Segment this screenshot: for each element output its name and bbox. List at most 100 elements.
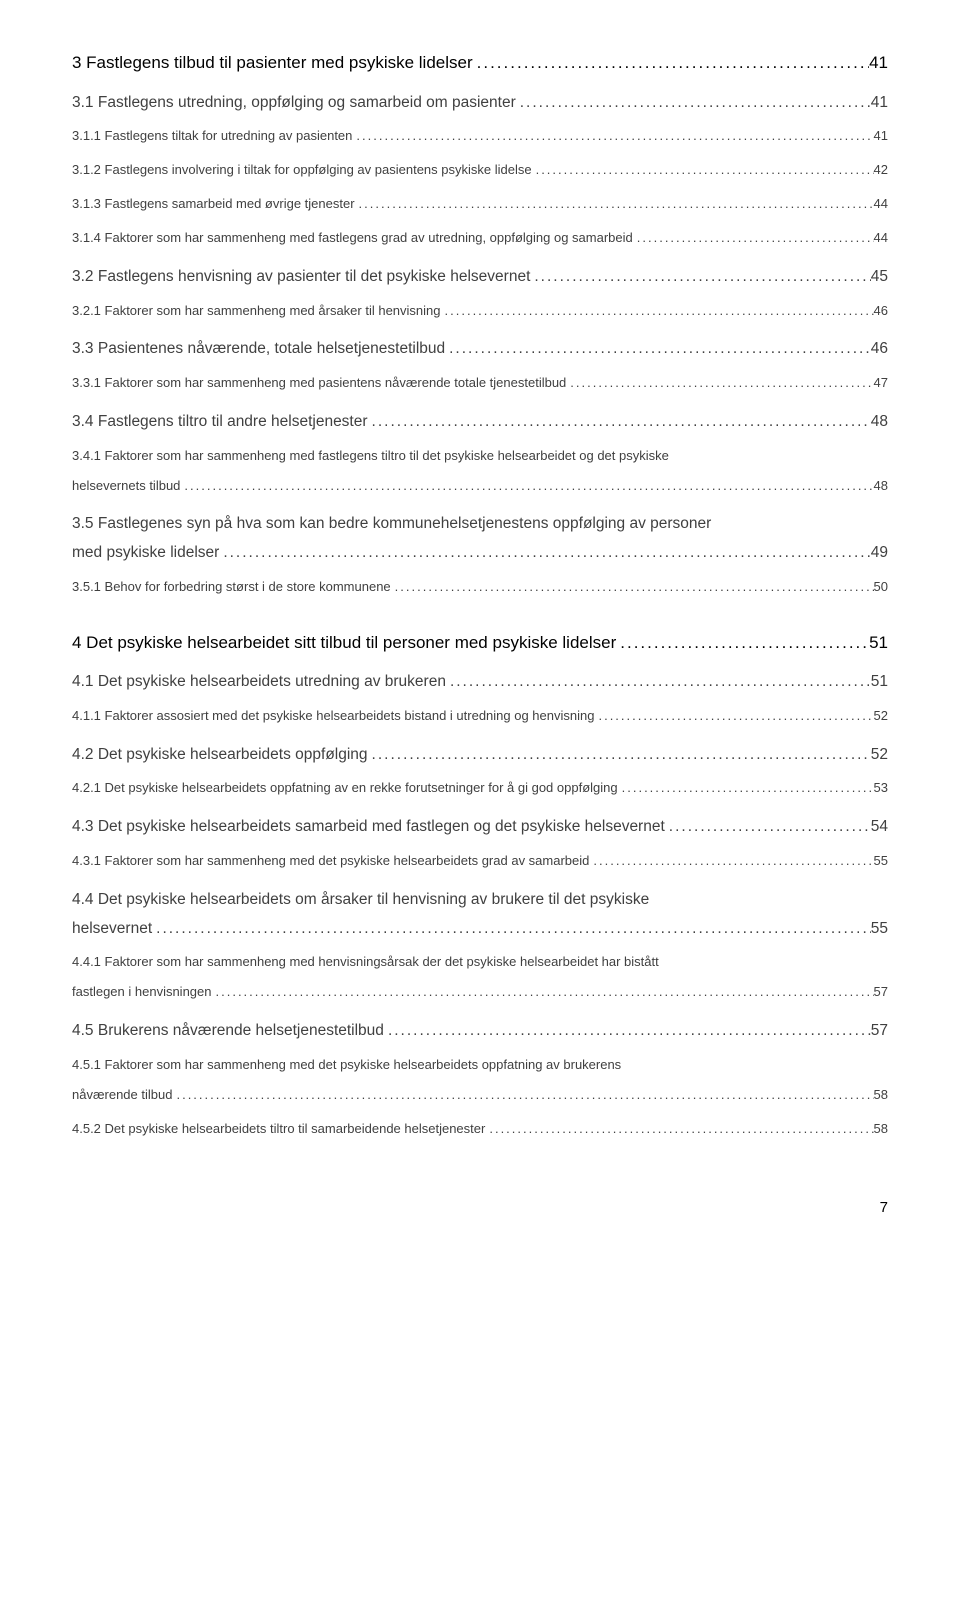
toc-leader bbox=[445, 335, 871, 364]
toc-label: 3.2 Fastlegens henvisning av pasienter t… bbox=[72, 263, 530, 292]
toc-entry: 4.2.1 Det psykiske helsearbeidets oppfat… bbox=[72, 773, 888, 803]
toc-page: 42 bbox=[874, 155, 888, 185]
toc-page: 41 bbox=[871, 89, 888, 118]
toc-label: 3.2.1 Faktorer som har sammenheng med år… bbox=[72, 296, 441, 326]
toc-leader bbox=[633, 223, 874, 253]
toc-label: 3.4.1 Faktorer som har sammenheng med fa… bbox=[72, 441, 888, 471]
toc-label: med psykiske lidelser bbox=[72, 539, 219, 568]
toc-leader bbox=[532, 155, 874, 185]
toc-leader bbox=[391, 572, 874, 602]
toc-label: 4.1 Det psykiske helsearbeidets utrednin… bbox=[72, 668, 446, 697]
toc-entry: 3.1 Fastlegens utredning, oppfølging og … bbox=[72, 89, 888, 118]
toc-page: 55 bbox=[874, 846, 888, 876]
toc-label: 3.1.2 Fastlegens involvering i tiltak fo… bbox=[72, 155, 532, 185]
toc-page: 49 bbox=[871, 539, 888, 568]
toc-entry: 3.5.1 Behov for forbedring størst i de s… bbox=[72, 572, 888, 602]
toc-leader bbox=[473, 48, 869, 79]
toc-label: 3.1 Fastlegens utredning, oppfølging og … bbox=[72, 89, 516, 118]
toc-page: 45 bbox=[871, 263, 888, 292]
toc-page: 44 bbox=[874, 223, 888, 253]
toc-entry: 3.4.1 Faktorer som har sammenheng med fa… bbox=[72, 441, 888, 501]
toc-entry: 4.4 Det psykiske helsearbeidets om årsak… bbox=[72, 886, 888, 943]
toc-entry: 3.1.1 Fastlegens tiltak for utredning av… bbox=[72, 121, 888, 151]
toc-label: 3.3 Pasientenes nåværende, totale helset… bbox=[72, 335, 445, 364]
toc-leader bbox=[441, 296, 874, 326]
toc-label: 3.3.1 Faktorer som har sammenheng med pa… bbox=[72, 368, 566, 398]
toc-leader bbox=[618, 773, 874, 803]
toc-label: 4.5.2 Det psykiske helsearbeidets tiltro… bbox=[72, 1114, 485, 1144]
toc-page: 47 bbox=[874, 368, 888, 398]
page-number: 7 bbox=[72, 1199, 888, 1216]
toc-label: 4.2.1 Det psykiske helsearbeidets oppfat… bbox=[72, 773, 618, 803]
toc-leader bbox=[219, 539, 870, 568]
toc-leader bbox=[566, 368, 873, 398]
toc-leader bbox=[446, 668, 871, 697]
toc-entry: 3.3 Pasientenes nåværende, totale helset… bbox=[72, 335, 888, 364]
toc-page: 41 bbox=[874, 121, 888, 151]
toc-entry: 4.3.1 Faktorer som har sammenheng med de… bbox=[72, 846, 888, 876]
toc-leader bbox=[616, 628, 869, 659]
toc-label: 3.4 Fastlegens tiltro til andre helsetje… bbox=[72, 408, 368, 437]
toc-label: fastlegen i henvisningen bbox=[72, 977, 212, 1007]
toc-entry: 3.1.4 Faktorer som har sammenheng med fa… bbox=[72, 223, 888, 253]
table-of-contents: 3 Fastlegens tilbud til pasienter med ps… bbox=[72, 48, 888, 1143]
toc-page: 58 bbox=[874, 1080, 888, 1110]
toc-entry: 4 Det psykiske helsearbeidet sitt tilbud… bbox=[72, 628, 888, 659]
toc-label: 3.1.1 Fastlegens tiltak for utredning av… bbox=[72, 121, 352, 151]
toc-entry: 3.1.2 Fastlegens involvering i tiltak fo… bbox=[72, 155, 888, 185]
toc-leader bbox=[368, 741, 871, 770]
toc-leader bbox=[368, 408, 871, 437]
toc-leader bbox=[172, 1080, 873, 1110]
toc-label: 3.5.1 Behov for forbedring størst i de s… bbox=[72, 572, 391, 602]
toc-label: helsevernets tilbud bbox=[72, 471, 180, 501]
toc-leader bbox=[355, 189, 874, 219]
toc-entry: 4.1 Det psykiske helsearbeidets utrednin… bbox=[72, 668, 888, 697]
toc-entry: 4.1.1 Faktorer assosiert med det psykisk… bbox=[72, 701, 888, 731]
toc-leader bbox=[152, 915, 871, 944]
toc-label: nåværende tilbud bbox=[72, 1080, 172, 1110]
toc-entry: 4.5.2 Det psykiske helsearbeidets tiltro… bbox=[72, 1114, 888, 1144]
toc-page: 46 bbox=[871, 335, 888, 364]
toc-label: 4.1.1 Faktorer assosiert med det psykisk… bbox=[72, 701, 594, 731]
toc-label: 3.1.4 Faktorer som har sammenheng med fa… bbox=[72, 223, 633, 253]
toc-entry: 3.2.1 Faktorer som har sammenheng med år… bbox=[72, 296, 888, 326]
toc-label: 3 Fastlegens tilbud til pasienter med ps… bbox=[72, 48, 473, 79]
toc-page: 41 bbox=[869, 48, 888, 79]
toc-leader bbox=[530, 263, 870, 292]
toc-label: helsevernet bbox=[72, 915, 152, 944]
toc-label: 3.1.3 Fastlegens samarbeid med øvrige tj… bbox=[72, 189, 355, 219]
toc-entry: 3 Fastlegens tilbud til pasienter med ps… bbox=[72, 48, 888, 79]
toc-entry: 4.5.1 Faktorer som har sammenheng med de… bbox=[72, 1050, 888, 1110]
toc-page: 52 bbox=[874, 701, 888, 731]
toc-page: 58 bbox=[874, 1114, 888, 1144]
toc-page: 48 bbox=[874, 471, 888, 501]
toc-leader bbox=[180, 471, 873, 501]
toc-entry: 4.2 Det psykiske helsearbeidets oppfølgi… bbox=[72, 741, 888, 770]
toc-leader bbox=[212, 977, 874, 1007]
toc-label: 4.4 Det psykiske helsearbeidets om årsak… bbox=[72, 886, 888, 915]
toc-page: 53 bbox=[874, 773, 888, 803]
toc-leader bbox=[485, 1114, 873, 1144]
toc-page: 46 bbox=[874, 296, 888, 326]
toc-entry: 4.4.1 Faktorer som har sammenheng med he… bbox=[72, 947, 888, 1007]
toc-page: 52 bbox=[871, 741, 888, 770]
toc-leader bbox=[516, 89, 871, 118]
toc-page: 44 bbox=[874, 189, 888, 219]
toc-label: 3.5 Fastlegenes syn på hva som kan bedre… bbox=[72, 510, 888, 539]
toc-entry: 3.1.3 Fastlegens samarbeid med øvrige tj… bbox=[72, 189, 888, 219]
toc-page: 50 bbox=[874, 572, 888, 602]
toc-entry: 4.3 Det psykiske helsearbeidets samarbei… bbox=[72, 813, 888, 842]
toc-label: 4.5 Brukerens nåværende helsetjenestetil… bbox=[72, 1017, 384, 1046]
toc-page: 57 bbox=[871, 1017, 888, 1046]
toc-label: 4.4.1 Faktorer som har sammenheng med he… bbox=[72, 947, 888, 977]
toc-leader bbox=[352, 121, 873, 151]
toc-entry: 4.5 Brukerens nåværende helsetjenestetil… bbox=[72, 1017, 888, 1046]
toc-page: 51 bbox=[871, 668, 888, 697]
toc-entry: 3.4 Fastlegens tiltro til andre helsetje… bbox=[72, 408, 888, 437]
toc-label: 4 Det psykiske helsearbeidet sitt tilbud… bbox=[72, 628, 616, 659]
toc-label: 4.2 Det psykiske helsearbeidets oppfølgi… bbox=[72, 741, 368, 770]
toc-entry: 3.3.1 Faktorer som har sammenheng med pa… bbox=[72, 368, 888, 398]
toc-label: 4.3.1 Faktorer som har sammenheng med de… bbox=[72, 846, 589, 876]
toc-entry: 3.5 Fastlegenes syn på hva som kan bedre… bbox=[72, 510, 888, 567]
toc-page: 48 bbox=[871, 408, 888, 437]
